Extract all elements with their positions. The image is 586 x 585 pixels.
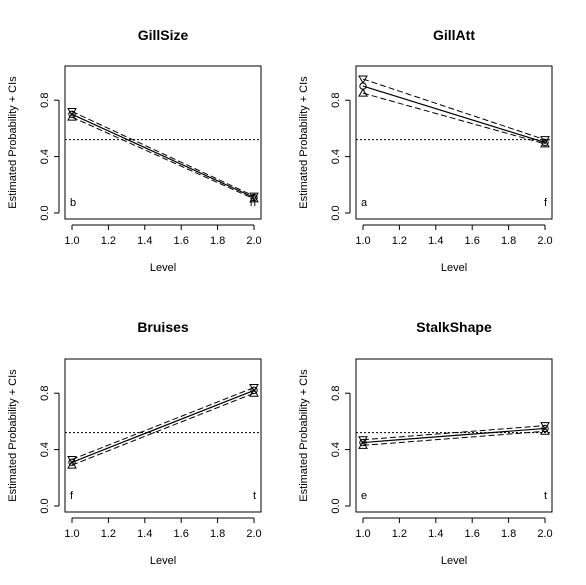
ci-lower-line: [71, 392, 255, 466]
ci-upper-point: [67, 455, 77, 465]
y-tick-label: 0.4: [330, 442, 342, 457]
estimate-point: [68, 110, 76, 119]
level-label: f: [544, 197, 548, 209]
x-tick-label: 1.8: [210, 235, 225, 247]
x-tick-label: 1.6: [174, 528, 189, 540]
ci-lower-point: [540, 138, 550, 148]
x-axis-label: Level: [150, 555, 176, 567]
y-axis-label: Estimated Probability + CIs: [7, 76, 19, 209]
chart-title: Bruises: [137, 319, 189, 335]
ci-upper-line: [71, 111, 255, 197]
x-tick-label: 2.0: [246, 235, 261, 247]
ci-lower-point: [67, 460, 77, 469]
ci-lower-line: [71, 116, 255, 200]
y-axis-label: Estimated Probability + CIs: [7, 369, 19, 502]
estimate-point: [541, 424, 549, 433]
chart-panel-4: StalkShape 1.0 1.2 1.4 1.6 1.8 2.0 Level 0.0 0.4 0…: [298, 319, 553, 567]
x-tick-label: 1.0: [64, 528, 79, 540]
x-tick-label: 2.0: [246, 528, 261, 540]
chart-panel-3: Bruises 1.0 1.2 1.4 1.6 1.8 2.0 Level 0.0 0.4 0.8 E…: [7, 319, 262, 567]
x-tick-label: 1.6: [465, 528, 480, 540]
y-tick-label: 0.4: [330, 149, 342, 164]
plot-frame: [64, 65, 262, 220]
plot-frame: [355, 358, 553, 513]
ci-upper-line: [71, 387, 255, 460]
ci-lower-point: [540, 426, 550, 435]
estimate-line: [362, 85, 546, 144]
x-tick-label: 1.2: [392, 235, 407, 247]
x-tick-label: 2.0: [537, 235, 552, 247]
x-tick-label: 1.8: [501, 528, 516, 540]
x-tick-label: 1.4: [137, 235, 152, 247]
y-axis-label: Estimated Probability + CIs: [298, 76, 310, 209]
x-tick-label: 1.8: [501, 235, 516, 247]
x-tick-label: 1.2: [101, 235, 116, 247]
ci-lower-point: [67, 112, 77, 121]
x-tick-label: 1.2: [101, 528, 116, 540]
ci-lower-point: [358, 88, 368, 97]
estimate-point: [250, 386, 258, 395]
y-tick-label: 0.4: [39, 149, 51, 164]
level-label: t: [253, 490, 256, 502]
x-axis-label: Level: [441, 555, 467, 567]
y-tick-label: 0.8: [39, 93, 51, 108]
ci-lower-line: [362, 430, 546, 446]
ci-lower-point: [358, 440, 368, 449]
plot-frame: [355, 65, 553, 220]
level-label: t: [544, 490, 547, 502]
x-tick-label: 1.0: [355, 528, 370, 540]
chart-title: GillAtt: [433, 27, 475, 43]
y-tick-label: 0.0: [330, 205, 342, 220]
ci-upper-point: [540, 136, 550, 145]
estimate-line: [71, 113, 255, 199]
estimate-line: [362, 427, 546, 444]
x-tick-label: 1.2: [392, 528, 407, 540]
estimate-point: [68, 458, 76, 466]
chart-panel-2: GillAtt 1.0 1.2 1.4 1.6 1.8 2.0 Level 0.0 0.4 0.8 E…: [298, 27, 553, 274]
y-tick-label: 0.0: [39, 498, 51, 513]
y-tick-label: 0.0: [39, 205, 51, 220]
level-label: n: [250, 197, 256, 209]
level-label: a: [361, 197, 368, 209]
ci-upper-point: [249, 384, 259, 393]
x-tick-label: 2.0: [537, 528, 552, 540]
x-tick-label: 1.6: [174, 235, 189, 247]
ci-upper-line: [362, 425, 546, 441]
chart-title: GillSize: [138, 27, 189, 43]
x-axis-label: Level: [150, 262, 176, 274]
ci-upper-line: [362, 78, 546, 141]
level-label: b: [70, 197, 76, 209]
ci-upper-point: [67, 107, 77, 117]
x-tick-label: 1.6: [465, 235, 480, 247]
x-tick-label: 1.4: [428, 528, 443, 540]
chart-panel-1: GillSize 1.0 1.2 1.4 1.6 1.8 2.0 Level 0.0 0.4 0.8…: [7, 27, 262, 274]
x-tick-label: 1.8: [210, 528, 225, 540]
y-axis-label: Estimated Probability + CIs: [298, 369, 310, 502]
estimate-line: [71, 389, 255, 463]
y-tick-label: 0.4: [39, 442, 51, 457]
y-tick-label: 0.8: [330, 93, 342, 108]
level-label: f: [70, 490, 74, 502]
ci-upper-point: [540, 422, 550, 431]
plot-frame: [64, 358, 262, 513]
y-tick-label: 0.0: [330, 498, 342, 513]
ci-lower-line: [362, 92, 546, 145]
chart-title: StalkShape: [416, 319, 492, 335]
ci-lower-point: [249, 388, 259, 397]
x-tick-label: 1.4: [428, 235, 443, 247]
ci-lower-point: [249, 193, 259, 203]
ci-upper-point: [358, 75, 368, 85]
x-tick-label: 1.0: [355, 235, 370, 247]
y-tick-label: 0.8: [330, 386, 342, 401]
ci-upper-point: [249, 192, 259, 202]
y-tick-label: 0.8: [39, 386, 51, 401]
level-label: e: [361, 490, 367, 502]
x-tick-label: 1.0: [64, 235, 79, 247]
x-axis-label: Level: [441, 262, 467, 274]
ci-upper-point: [358, 436, 368, 445]
estimate-point: [359, 438, 367, 447]
x-tick-label: 1.4: [137, 528, 152, 540]
